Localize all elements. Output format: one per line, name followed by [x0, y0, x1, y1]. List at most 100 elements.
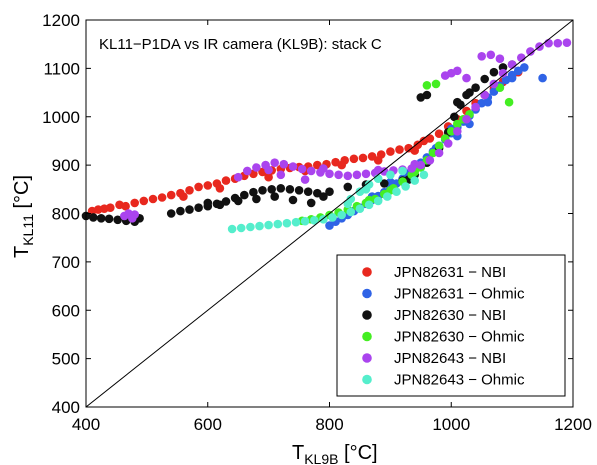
- data-point: [453, 97, 462, 107]
- data-point: [227, 224, 237, 234]
- y-axis-label-sub: KL11: [20, 214, 36, 246]
- data-point: [443, 139, 453, 148]
- y-axis-label-unit: [°C]: [11, 175, 33, 214]
- x-tick-label: 800: [315, 415, 343, 434]
- data-point: [453, 66, 462, 76]
- data-point: [264, 172, 273, 182]
- data-point: [334, 170, 343, 180]
- data-point: [507, 73, 517, 83]
- data-point: [431, 79, 441, 89]
- x-tick-label: 1200: [554, 415, 592, 434]
- data-point: [504, 97, 514, 107]
- legend-marker: [362, 353, 372, 363]
- data-point: [380, 179, 389, 188]
- data-point: [434, 141, 444, 151]
- data-point: [355, 204, 365, 213]
- data-point: [343, 199, 353, 209]
- data-point: [130, 210, 139, 219]
- data-point: [367, 152, 377, 161]
- data-point: [294, 186, 304, 195]
- data-point: [185, 205, 194, 214]
- data-point: [373, 156, 383, 165]
- data-point: [373, 196, 383, 206]
- data-point: [462, 114, 471, 124]
- data-point: [358, 153, 368, 163]
- data-point: [544, 38, 553, 48]
- data-point: [526, 47, 535, 56]
- data-point: [96, 214, 106, 223]
- y-tick-label: 600: [52, 301, 80, 320]
- data-point: [243, 166, 252, 176]
- series-6: [227, 166, 429, 234]
- data-point: [453, 119, 462, 129]
- data-points: [81, 38, 572, 234]
- legend-label: JPN82630 − NBI: [394, 307, 506, 324]
- data-point: [386, 170, 395, 180]
- data-point: [179, 192, 188, 201]
- data-point: [291, 217, 301, 227]
- data-point: [434, 148, 444, 158]
- data-point: [236, 223, 246, 233]
- chart-title: KL11−P1DA vs IR camera (KL9B): stack C: [99, 36, 382, 53]
- data-point: [425, 134, 435, 143]
- data-point: [255, 221, 264, 231]
- data-point: [276, 170, 286, 180]
- data-point: [398, 166, 407, 176]
- legend-marker: [362, 331, 372, 342]
- data-point: [507, 60, 517, 69]
- y-tick-label: 900: [52, 156, 80, 175]
- data-point: [203, 198, 213, 208]
- legend-label: JPN82631 − NBI: [394, 264, 506, 281]
- y-axis-label: TKL11 [°C]: [11, 175, 36, 258]
- y-tick-label: 1100: [43, 59, 80, 78]
- data-point: [306, 198, 316, 208]
- data-point: [489, 67, 499, 77]
- data-point: [343, 182, 353, 192]
- data-point: [267, 185, 277, 194]
- data-point: [194, 182, 203, 192]
- data-point: [498, 68, 508, 78]
- data-point: [373, 165, 383, 175]
- data-point: [166, 209, 176, 218]
- data-point: [410, 176, 420, 185]
- data-point: [325, 187, 334, 196]
- x-axis: 400 600 800 1000 1200: [72, 20, 592, 434]
- data-point: [233, 172, 243, 182]
- data-point: [264, 220, 273, 230]
- data-point: [352, 170, 362, 180]
- data-point: [447, 127, 456, 136]
- data-point: [410, 159, 420, 169]
- legend-label: JPN82631 − Ohmic: [394, 286, 525, 303]
- x-axis-label: TKL9B [°C]: [292, 442, 378, 465]
- legend-marker: [362, 267, 372, 277]
- legend-label: JPN82643 − NBI: [394, 350, 506, 367]
- data-point: [121, 201, 130, 211]
- data-point: [104, 214, 114, 224]
- data-point: [395, 145, 404, 154]
- data-point: [288, 195, 298, 205]
- data-point: [148, 194, 158, 204]
- data-point: [349, 154, 359, 164]
- data-point: [428, 148, 438, 158]
- data-point: [373, 174, 383, 183]
- legend-marker: [362, 288, 372, 299]
- data-point: [419, 170, 429, 180]
- data-point: [465, 88, 474, 97]
- data-point: [450, 112, 459, 122]
- x-axis-label-sub: KL9B: [304, 451, 338, 465]
- data-point: [279, 159, 289, 169]
- data-point: [221, 176, 231, 185]
- y-tick-label: 700: [52, 253, 80, 272]
- data-point: [386, 147, 395, 156]
- data-point: [486, 50, 496, 60]
- data-point: [346, 207, 356, 217]
- reference-line-layer: [85, 19, 574, 408]
- data-point: [361, 185, 371, 194]
- data-point: [258, 186, 267, 195]
- x-tick-label: 600: [194, 415, 222, 434]
- y-tick-label: 1000: [42, 108, 80, 127]
- data-point: [176, 206, 185, 216]
- data-point: [285, 185, 295, 194]
- data-point: [422, 81, 432, 90]
